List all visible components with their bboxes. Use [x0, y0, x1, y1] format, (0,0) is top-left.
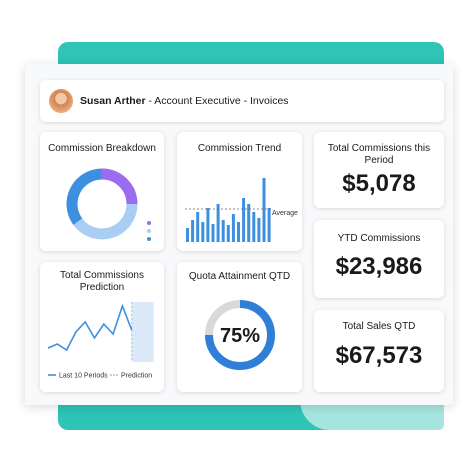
legend-label: Last 10 Periods [59, 373, 108, 380]
gauge: 75% [205, 300, 275, 370]
bar [257, 218, 261, 242]
donut-segment [66, 168, 103, 225]
quota-card: Quota Attainment QTD 75% [177, 262, 302, 392]
bar [247, 204, 251, 242]
kpi-card: Total Sales QTD $67,573 [314, 310, 444, 392]
card-title: Commission Trend [197, 143, 282, 154]
trend-line [47, 303, 133, 352]
backdrop-accent [300, 400, 444, 430]
kpi-title: YTD Commissions [337, 233, 421, 244]
bar [211, 224, 215, 242]
bar [237, 222, 240, 242]
legend-dot [147, 229, 151, 233]
kpi-title: Total Commissions this Period [327, 143, 431, 166]
line-chart: Last 10 Periods Prediction [47, 302, 154, 380]
legend-dot [147, 237, 151, 241]
legend-dot [147, 221, 151, 225]
bar [216, 204, 220, 242]
breakdown-card: Commission Breakdown [40, 132, 164, 251]
bar [206, 208, 210, 242]
gauge-arc [205, 300, 275, 370]
bar [221, 220, 225, 242]
donut-segment [101, 168, 138, 205]
kpi-title: Total Sales QTD [342, 321, 416, 332]
bar [267, 208, 271, 242]
header-card: Susan Arther - Account Executive - Invoi… [40, 80, 444, 122]
user-role: - Account Executive - Invoices [148, 95, 289, 107]
legend-label: Prediction [121, 373, 152, 380]
user-name: Susan Arther [80, 95, 146, 107]
bar [201, 222, 205, 242]
card-title: Commission Breakdown [48, 143, 156, 154]
prediction-band [131, 302, 154, 362]
kpi-value: $23,986 [335, 253, 423, 280]
trend-card: Commission Trend Average [177, 132, 302, 251]
card-title: Quota Attainment QTD [188, 271, 291, 282]
kpi-value: $67,573 [335, 342, 423, 369]
avatar[interactable] [49, 89, 73, 113]
bar [252, 212, 256, 242]
header-text: Susan Arther - Account Executive - Invoi… [80, 95, 289, 107]
bar-chart: Average [185, 178, 298, 242]
bar [196, 212, 200, 242]
prediction-card: Total Commissions Prediction Last 10 Per… [40, 262, 164, 392]
bar [242, 198, 246, 242]
bar [262, 178, 266, 242]
donut-segment [73, 203, 138, 240]
average-label: Average [272, 210, 298, 217]
kpi-value: $5,078 [342, 170, 416, 197]
bar [191, 220, 195, 242]
bar [231, 214, 235, 242]
gauge-label: 75% [220, 325, 260, 347]
kpi-card: YTD Commissions $23,986 [314, 220, 444, 298]
kpi-card: Total Commissions this Period $5,078 [314, 132, 444, 208]
bar [226, 225, 230, 242]
card-title: Total Commissions Prediction [60, 270, 144, 293]
bar [186, 228, 189, 242]
donut-chart [66, 168, 151, 241]
